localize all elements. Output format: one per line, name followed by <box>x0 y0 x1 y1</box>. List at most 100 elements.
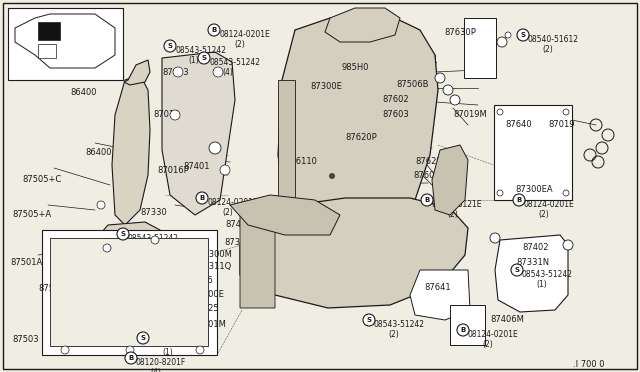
Text: 08124-0201E: 08124-0201E <box>207 198 258 207</box>
Text: 08543-51242: 08543-51242 <box>522 270 573 279</box>
Text: 87505+C: 87505+C <box>22 175 61 184</box>
Text: 87013: 87013 <box>162 68 189 77</box>
Text: 08340-5122A: 08340-5122A <box>148 338 200 347</box>
Text: 08543-51242: 08543-51242 <box>128 234 179 243</box>
Circle shape <box>117 228 129 240</box>
Text: 08540-51612: 08540-51612 <box>528 35 579 44</box>
Polygon shape <box>432 145 468 215</box>
Bar <box>50 238 208 346</box>
Text: 87400: 87400 <box>50 243 77 252</box>
Text: 08124-0201E: 08124-0201E <box>524 200 575 209</box>
Text: (1): (1) <box>188 56 199 65</box>
Polygon shape <box>278 80 295 205</box>
Text: 08543-51242: 08543-51242 <box>209 58 260 67</box>
Circle shape <box>103 244 111 252</box>
Circle shape <box>563 240 573 250</box>
Polygon shape <box>15 14 115 68</box>
Circle shape <box>517 29 529 41</box>
Text: B: B <box>460 327 466 333</box>
Text: 08543-51242: 08543-51242 <box>374 320 425 329</box>
Circle shape <box>511 264 523 276</box>
Text: 87503: 87503 <box>12 335 38 344</box>
Polygon shape <box>325 8 400 42</box>
Circle shape <box>126 346 134 354</box>
Polygon shape <box>495 235 568 312</box>
Circle shape <box>196 192 208 204</box>
Text: (2): (2) <box>222 208 233 217</box>
Polygon shape <box>112 75 150 225</box>
Circle shape <box>450 95 460 105</box>
Text: (1): (1) <box>162 348 173 357</box>
Text: .I 700 0: .I 700 0 <box>573 360 605 369</box>
Text: 87342: 87342 <box>75 283 102 292</box>
Text: 87300EA: 87300EA <box>515 185 552 194</box>
Circle shape <box>329 173 335 179</box>
Text: 87019M: 87019M <box>453 110 487 119</box>
Text: 87012: 87012 <box>153 110 179 119</box>
Text: 87300E: 87300E <box>192 290 224 299</box>
Circle shape <box>505 32 511 38</box>
Text: (1): (1) <box>536 280 547 289</box>
Text: 87330: 87330 <box>140 208 167 217</box>
Circle shape <box>497 109 503 115</box>
Bar <box>42 230 217 355</box>
Text: B: B <box>211 27 216 33</box>
Text: 87505+A: 87505+A <box>12 210 51 219</box>
Bar <box>464 18 496 78</box>
Bar <box>38 22 60 40</box>
Text: 87325: 87325 <box>192 304 219 313</box>
Circle shape <box>208 24 220 36</box>
Circle shape <box>164 40 176 52</box>
Polygon shape <box>410 270 470 320</box>
Text: 87401: 87401 <box>183 162 209 171</box>
Text: (2): (2) <box>538 210 548 219</box>
Circle shape <box>173 67 183 77</box>
Circle shape <box>209 142 221 154</box>
Circle shape <box>513 194 525 206</box>
Circle shape <box>457 324 469 336</box>
Text: (2): (2) <box>388 330 399 339</box>
Text: B: B <box>424 197 429 203</box>
Text: 87620P: 87620P <box>345 133 377 142</box>
Text: 876110: 876110 <box>285 157 317 166</box>
Text: S: S <box>515 267 520 273</box>
Text: (2): (2) <box>482 340 493 349</box>
Text: S: S <box>367 317 371 323</box>
Text: 87630P: 87630P <box>444 28 476 37</box>
Bar <box>494 105 572 200</box>
Text: 87602: 87602 <box>382 95 408 104</box>
Text: 87625: 87625 <box>415 157 442 166</box>
Bar <box>38 44 56 58</box>
Text: (2): (2) <box>142 244 153 253</box>
Polygon shape <box>240 205 275 308</box>
Text: 08120-8121E: 08120-8121E <box>432 200 483 209</box>
Text: 87300E: 87300E <box>310 82 342 91</box>
Text: 87316: 87316 <box>186 276 212 285</box>
Circle shape <box>213 67 223 77</box>
Text: 87300M: 87300M <box>198 250 232 259</box>
Text: 87311Q: 87311Q <box>198 262 231 271</box>
Text: (2): (2) <box>542 45 553 54</box>
Text: 08543-51242: 08543-51242 <box>175 46 226 55</box>
Text: 86400: 86400 <box>70 88 97 97</box>
Text: 08124-0201E: 08124-0201E <box>219 30 269 39</box>
Polygon shape <box>240 198 468 308</box>
Circle shape <box>125 352 137 364</box>
Circle shape <box>435 73 445 83</box>
Text: 87501A: 87501A <box>10 258 42 267</box>
Text: 08120-8201F: 08120-8201F <box>136 358 186 367</box>
Text: 87603: 87603 <box>382 110 409 119</box>
Polygon shape <box>95 222 162 268</box>
Text: 87406M: 87406M <box>490 315 524 324</box>
Text: (4): (4) <box>222 68 233 77</box>
Text: 985H0: 985H0 <box>342 63 369 72</box>
Circle shape <box>497 190 503 196</box>
Text: 87301M: 87301M <box>192 320 226 329</box>
Circle shape <box>137 332 149 344</box>
Text: (2): (2) <box>234 40 244 49</box>
Text: 87331N: 87331N <box>516 258 549 267</box>
Text: S: S <box>520 32 525 38</box>
Circle shape <box>198 52 210 64</box>
Text: 87505+B: 87505+B <box>103 238 142 247</box>
Text: S: S <box>202 55 207 61</box>
